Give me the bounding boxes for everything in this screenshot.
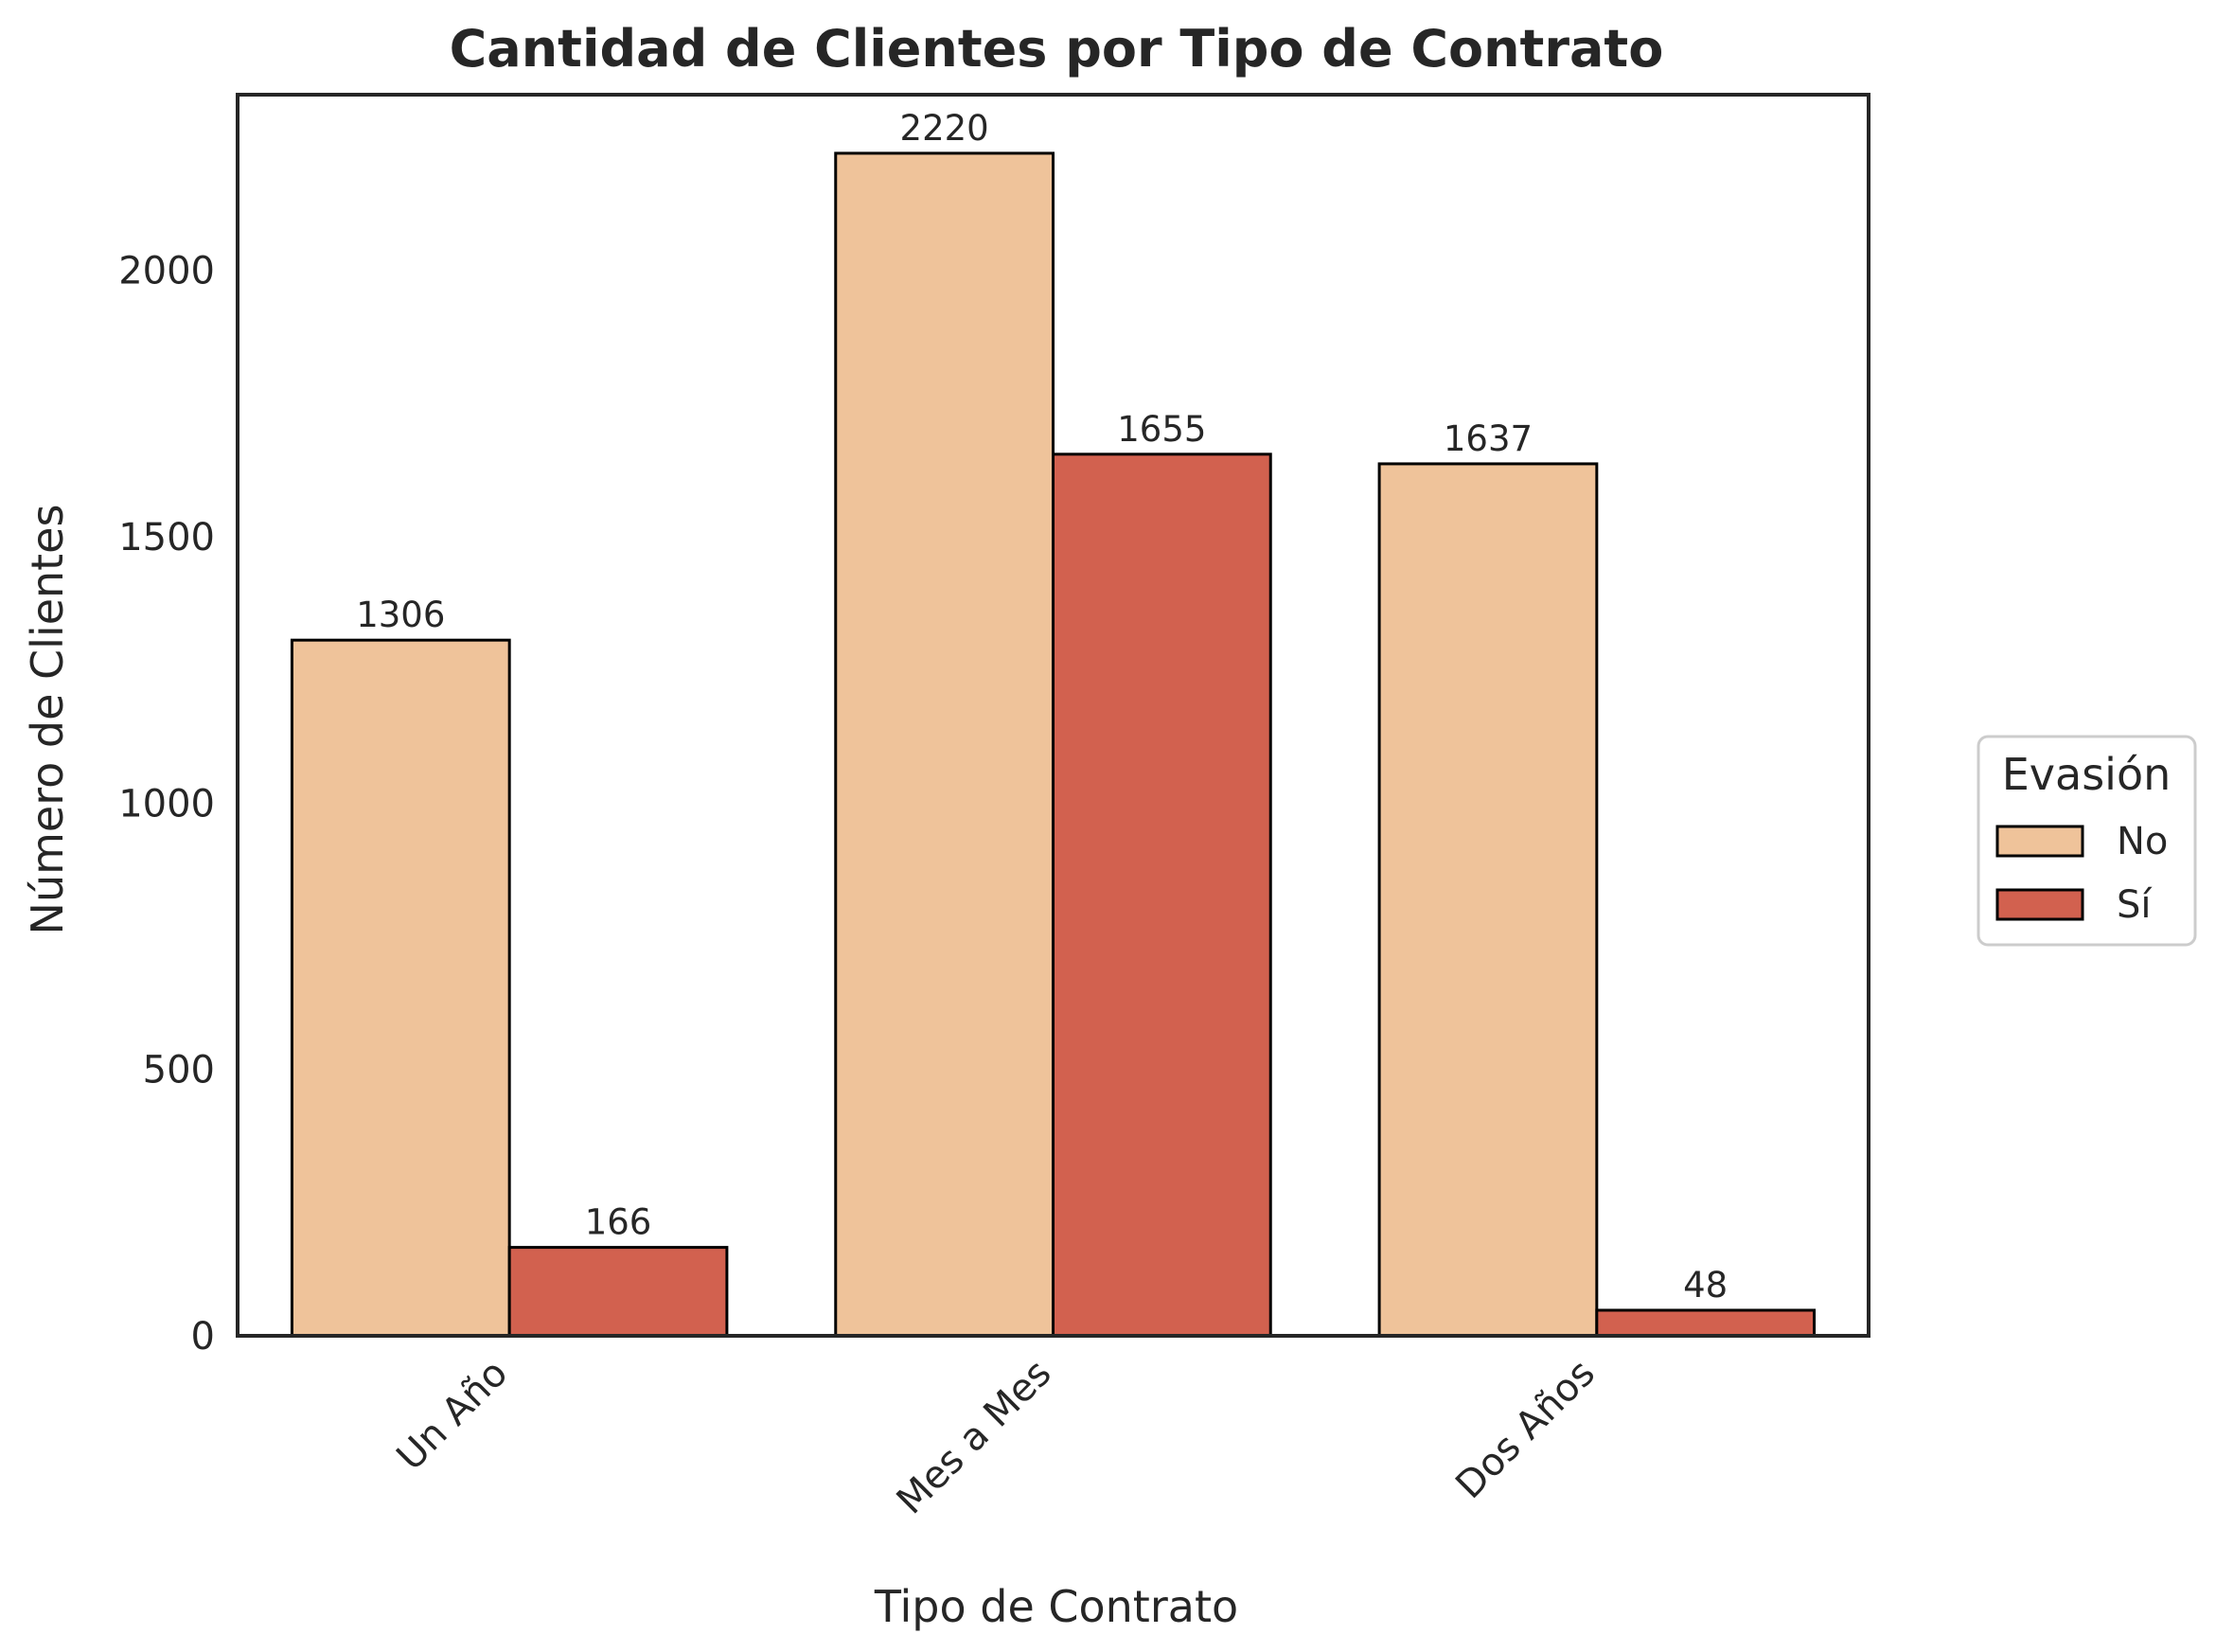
legend-label: Sí (2117, 883, 2153, 927)
bar-value-label: 1306 (356, 595, 445, 635)
bar-value-label: 2220 (900, 108, 989, 149)
chart-title: Cantidad de Clientes por Tipo de Contrat… (450, 19, 1664, 79)
y-tick-label: 500 (143, 1049, 215, 1092)
y-tick-label: 0 (191, 1315, 215, 1359)
plot-frame (236, 93, 1870, 1338)
legend-label: No (2117, 820, 2168, 863)
legend-items: No Sí (1995, 820, 2168, 927)
bar-value-label: 1637 (1444, 418, 1533, 459)
legend-title: Evasión (2002, 749, 2172, 800)
x-tick-label: Mes a Mes (889, 1352, 1060, 1523)
bar-Sí-Dos Años (1595, 1308, 1817, 1338)
y-tick-label: 1000 (118, 782, 215, 826)
x-axis-ticks: Un Año Mes a Mes Dos Años (389, 1352, 1604, 1523)
y-axis-label: Número de Clientes (22, 505, 73, 935)
bar-value-label: 48 (1683, 1265, 1728, 1306)
bar-value-label: 1655 (1117, 409, 1206, 450)
x-tick-label: Un Año (389, 1352, 517, 1480)
legend-swatch (1995, 825, 2084, 858)
y-tick-label: 1500 (118, 516, 215, 560)
bar-Sí-Un Año (507, 1246, 729, 1338)
bar-labels-layer: 1306 166 2220 1655 1637 48 (356, 108, 1728, 1306)
legend: Evasión No Sí (1977, 735, 2197, 947)
y-axis-ticks: 0 500 1000 1500 2000 (118, 250, 215, 1359)
x-axis-label: Tipo de Contrato (874, 1581, 1238, 1632)
bars-layer (290, 151, 1817, 1338)
bar-No-Un Año (290, 638, 511, 1338)
bar-value-label: 166 (585, 1202, 652, 1243)
y-tick-label: 2000 (118, 250, 215, 293)
bar-No-Mes a Mes (834, 151, 1055, 1338)
x-tick-label: Dos Años (1447, 1352, 1604, 1508)
legend-swatch (1995, 888, 2084, 921)
bar-Sí-Mes a Mes (1052, 453, 1272, 1338)
bar-No-Dos Años (1377, 462, 1599, 1338)
